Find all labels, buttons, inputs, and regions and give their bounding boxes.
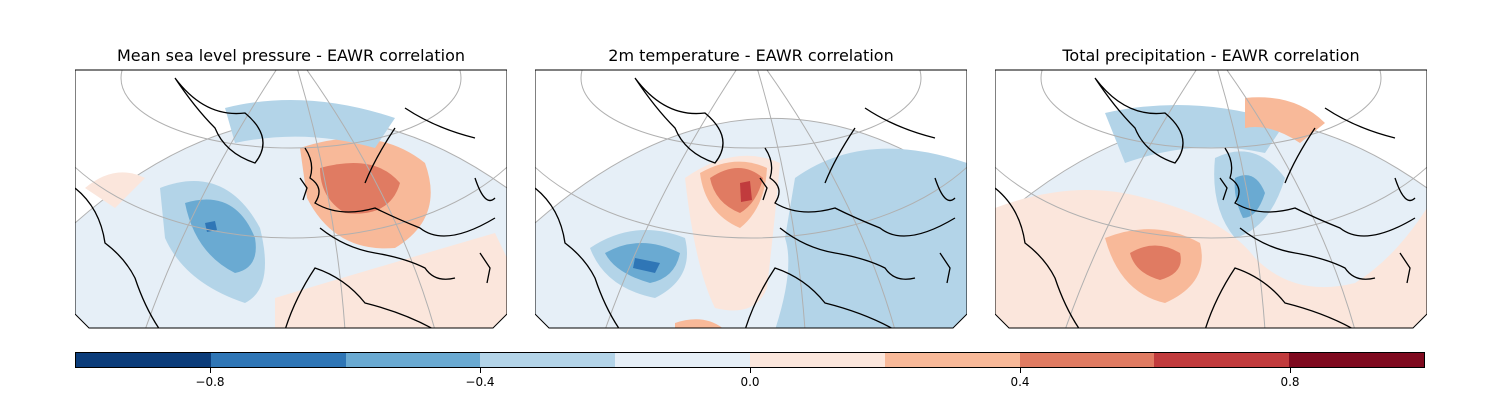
colorbar-tick-label: −0.8 bbox=[195, 375, 225, 389]
colorbar-segment bbox=[1289, 353, 1424, 367]
coastline bbox=[995, 77, 1416, 328]
coastline bbox=[535, 77, 956, 328]
panel-title-t2m: 2m temperature - EAWR correlation bbox=[608, 46, 894, 65]
anomaly-strong-negative bbox=[185, 199, 256, 273]
anomaly-positive-broad bbox=[995, 190, 1427, 328]
anomaly-positive-arctic bbox=[1245, 97, 1325, 143]
anomaly-strong-positive bbox=[1130, 245, 1181, 280]
anomaly-positive-south bbox=[275, 233, 507, 328]
colorbar-tick-label: −0.4 bbox=[465, 375, 495, 389]
anomaly-strong-positive bbox=[320, 163, 400, 214]
coastline bbox=[75, 77, 496, 328]
colorbar bbox=[75, 352, 1425, 368]
anomaly-positive-south bbox=[675, 319, 725, 328]
colorbar-segment bbox=[1154, 353, 1290, 367]
colorbar-tick bbox=[750, 368, 751, 373]
graticule bbox=[75, 70, 507, 328]
graticule bbox=[535, 70, 967, 328]
colorbar-segment bbox=[76, 353, 211, 367]
colorbar-segment bbox=[345, 353, 481, 367]
panel-title-tp: Total precipitation - EAWR correlation bbox=[1062, 46, 1360, 65]
anomaly-negative-arctic bbox=[225, 100, 395, 148]
colorbar-segment bbox=[615, 353, 750, 367]
panel-tp: Total precipitation - EAWR correlation bbox=[995, 40, 1427, 332]
colorbar-segment bbox=[749, 353, 885, 367]
anomaly-strong-positive bbox=[710, 168, 763, 213]
anomaly-negative-east bbox=[775, 148, 967, 328]
map-mslp bbox=[75, 68, 507, 330]
colorbar-tick-label: 0.8 bbox=[1280, 375, 1300, 389]
anomaly-positive-west bbox=[85, 172, 145, 208]
colorbar-segment bbox=[480, 353, 616, 367]
map-tp bbox=[995, 68, 1427, 330]
panel-t2m: 2m temperature - EAWR correlation bbox=[535, 40, 967, 332]
colorbar-tick-label: 0.4 bbox=[1010, 375, 1030, 389]
panel-title-mslp: Mean sea level pressure - EAWR correlati… bbox=[117, 46, 465, 65]
graticule bbox=[995, 70, 1427, 328]
map-t2m bbox=[535, 68, 967, 330]
anomaly-core-negative bbox=[633, 258, 660, 273]
colorbar-tick bbox=[1290, 368, 1291, 373]
colorbar-tick-label: 0.0 bbox=[740, 375, 760, 389]
colorbar-tick bbox=[480, 368, 481, 373]
colorbar-tick bbox=[1020, 368, 1021, 373]
anomaly-max-positive bbox=[740, 181, 752, 202]
colorbar-segment bbox=[210, 353, 346, 367]
panel-mslp: Mean sea level pressure - EAWR correlati… bbox=[75, 40, 507, 332]
colorbar-segment bbox=[1019, 353, 1155, 367]
colorbar-segment bbox=[884, 353, 1020, 367]
colorbar-tick bbox=[210, 368, 211, 373]
